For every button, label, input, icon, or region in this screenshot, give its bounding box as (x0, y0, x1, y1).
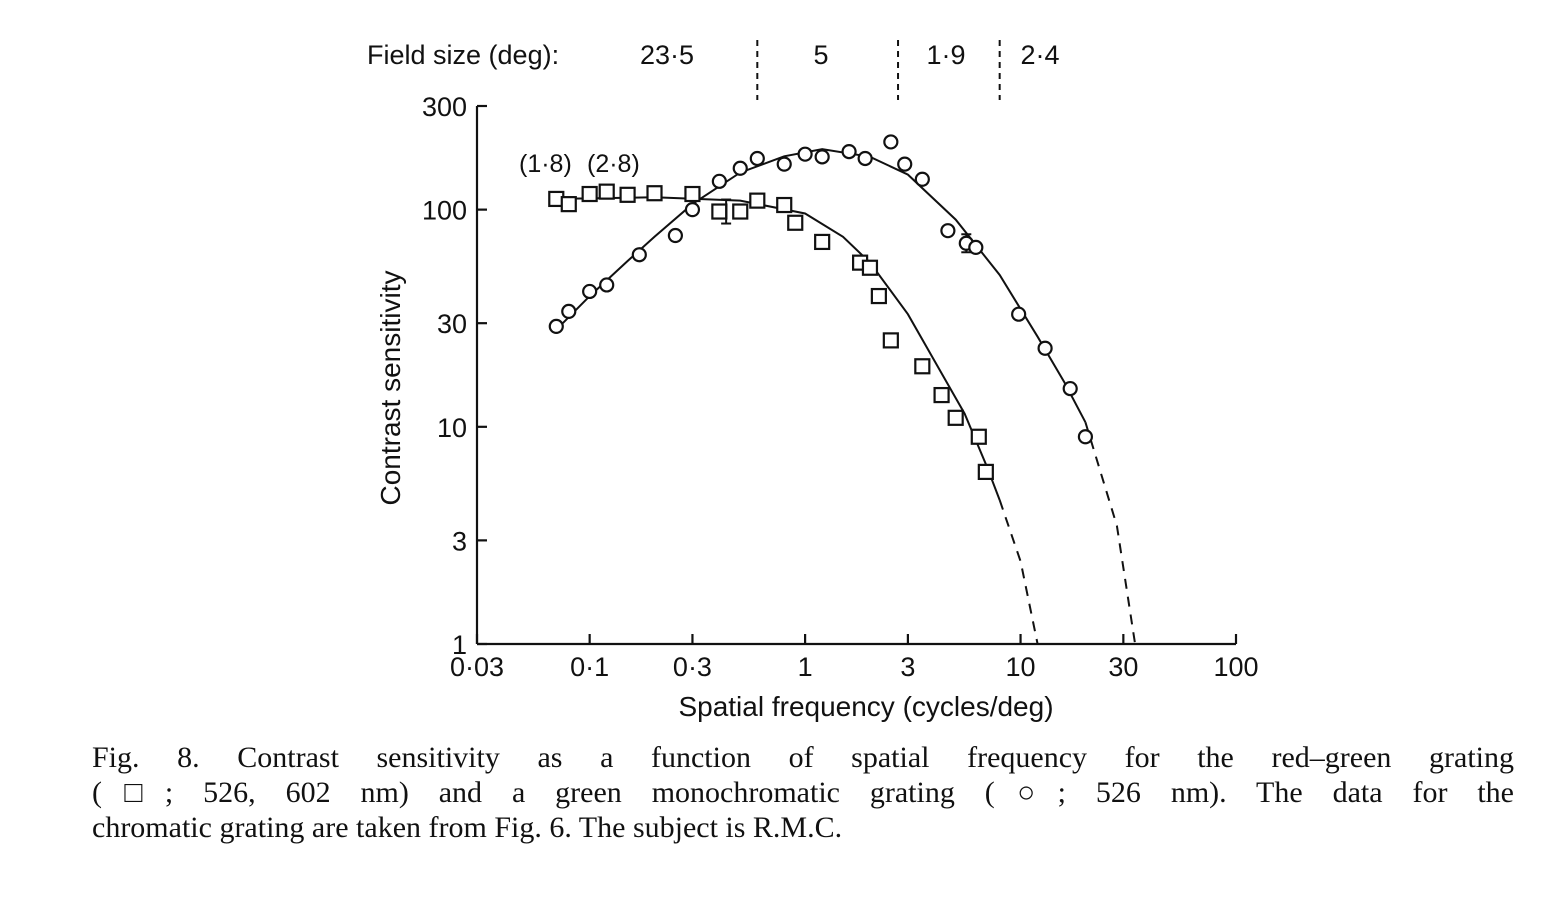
fit-curve (556, 196, 1001, 501)
square-point (933, 386, 950, 404)
square-point (646, 185, 663, 202)
y-tick-label: 10 (437, 413, 467, 443)
field-size-segment: 1·9 (926, 40, 965, 70)
y-tick-label: 1 (452, 630, 467, 660)
fit-curves (555, 148, 1137, 645)
circle-point (1077, 429, 1094, 445)
fit-curve-extension (1084, 421, 1137, 645)
x-tick-label: 100 (1213, 652, 1258, 682)
y-tick-label: 100 (422, 196, 467, 226)
y-tick-label: 30 (437, 309, 467, 339)
y-tick-label: 300 (422, 92, 467, 122)
circle-point (548, 318, 564, 334)
field-size-label: Field size (deg): (367, 40, 559, 70)
circle-point (797, 146, 813, 162)
x-tick-label: 30 (1108, 652, 1138, 682)
circle-point (732, 160, 748, 176)
circle-point (776, 156, 792, 172)
circle-point (561, 303, 577, 319)
circle-point (883, 134, 899, 150)
square-point (711, 203, 728, 220)
square-point (732, 203, 749, 220)
caption-line: chromatic grating are taken from Fig. 6.… (92, 811, 843, 844)
square-point (684, 185, 701, 203)
circle-point (857, 150, 873, 167)
circle-point (582, 283, 598, 300)
fit-curve-extension (998, 499, 1039, 645)
square-point (947, 409, 964, 426)
y-tick-label: 3 (452, 526, 467, 556)
annotation-label: (2·8) (587, 150, 640, 178)
square-point (882, 332, 899, 349)
x-tick-label: 0·1 (570, 652, 609, 682)
data-markers (548, 134, 1094, 481)
square-point (970, 428, 987, 445)
x-tick-label: 0·3 (673, 652, 712, 682)
square-point (861, 259, 879, 276)
circle-point (1037, 340, 1053, 356)
circle-point (599, 277, 615, 293)
square-point (749, 192, 766, 209)
axes: 0·03 0·1 0·3 1 3 10 30 100 1 3 10 30 100 300 (422, 40, 1259, 682)
circle-point (711, 173, 727, 189)
square-point (581, 185, 598, 203)
x-tick-label: 10 (1006, 652, 1036, 682)
square-point (560, 196, 577, 213)
x-tick-label: 0·03 (450, 652, 504, 682)
circle-point (897, 156, 913, 172)
x-tick-label: 3 (900, 652, 915, 682)
circle-point (914, 171, 930, 187)
figure-caption: Fig. 8. Contrast sensitivity as a functi… (92, 740, 1514, 845)
circle-point (667, 227, 683, 244)
circle-point (968, 239, 984, 255)
square-point (977, 463, 994, 481)
field-size-segment: 23·5 (640, 40, 694, 70)
field-size-segment: 2·4 (1020, 40, 1059, 70)
circle-point (1011, 306, 1027, 322)
square-point (598, 183, 615, 200)
circle-point (1062, 380, 1078, 397)
circle-point (940, 223, 956, 239)
caption-line: (□; 526, 602 nm) and a green monochromat… (92, 776, 1514, 809)
annotation-label: (1·8) (519, 150, 572, 178)
y-axis-label: Contrast sensitivity (375, 271, 406, 506)
circle-point (841, 143, 857, 160)
square-point (814, 233, 831, 251)
square-point (787, 214, 804, 231)
caption-line: Fig. 8. Contrast sensitivity as a functi… (92, 741, 1514, 774)
square-point (619, 186, 636, 203)
circle-point (684, 202, 701, 218)
x-tick-label: 1 (798, 652, 813, 682)
contrast-sensitivity-chart: 0·03 0·1 0·3 1 3 10 30 100 1 3 10 30 100 300 Spatial … (367, 40, 1259, 722)
axis-labels: Spatial frequency (cycles/deg) Contrast … (367, 40, 1060, 722)
circle-point (631, 247, 647, 263)
field-size-segment: 5 (813, 40, 828, 70)
circle-point (814, 149, 830, 165)
square-point (776, 196, 793, 214)
square-point (914, 358, 931, 375)
circle-point (749, 150, 765, 167)
x-axis-label: Spatial frequency (cycles/deg) (678, 691, 1053, 722)
square-point (870, 287, 887, 305)
